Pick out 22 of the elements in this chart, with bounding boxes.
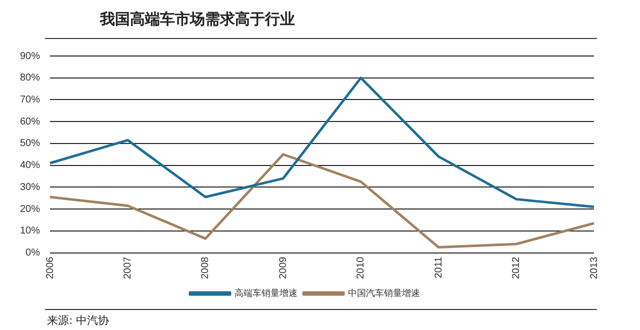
y-tick-label: 0% [26, 248, 40, 259]
y-tick-label: 40% [20, 160, 40, 172]
x-tick-label: 2012 [511, 256, 522, 280]
x-tick-label: 2006 [44, 256, 56, 280]
y-tick-label: 30% [20, 182, 40, 193]
x-tick-label: 2008 [200, 256, 212, 280]
y-tick-label: 60% [20, 116, 40, 128]
x-tick-label: 2007 [122, 256, 134, 280]
x-tick-label: 2010 [356, 256, 367, 280]
y-tick-label: 90% [20, 50, 40, 62]
legend-label: 高端车销量增速 [234, 288, 298, 298]
y-tick-label: 10% [20, 226, 40, 237]
y-tick-label: 50% [20, 138, 40, 150]
y-tick-label: 80% [20, 72, 40, 84]
x-tick-label: 2011 [433, 256, 444, 278]
x-tick-label: 2009 [278, 256, 289, 280]
y-tick-label: 70% [20, 94, 40, 106]
x-tick-label: 2013 [588, 256, 600, 280]
y-tick-label: 20% [20, 204, 40, 215]
chart-title: 我国高端车市场需求高于行业 [100, 10, 295, 29]
legend-label: 中国汽车销量增速 [348, 288, 420, 298]
source-note: 来源: 中汽协 [47, 313, 110, 328]
